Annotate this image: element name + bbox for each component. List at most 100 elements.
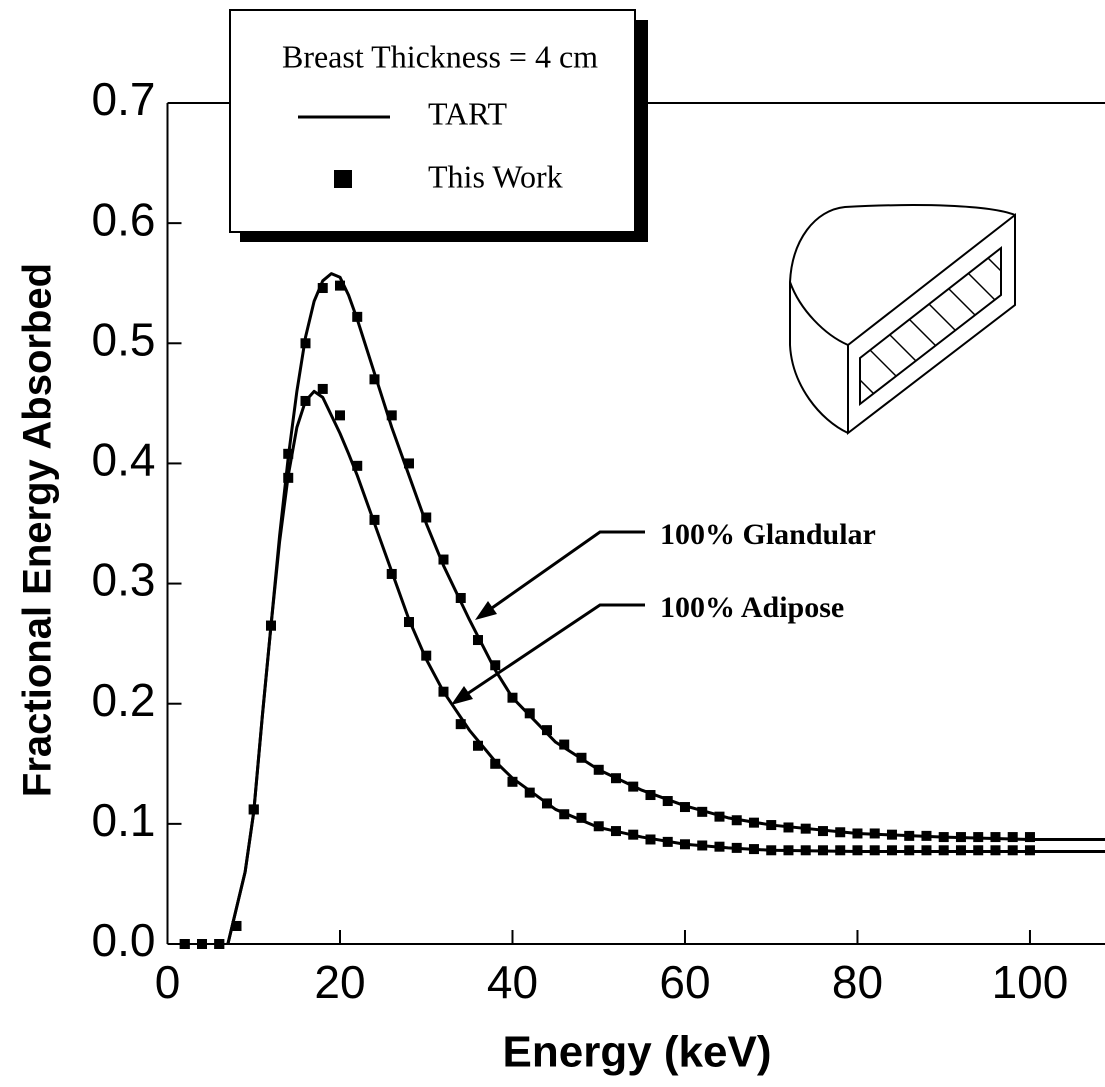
data-point (628, 829, 639, 840)
data-point (904, 830, 915, 841)
data-point (835, 827, 846, 838)
data-point (731, 842, 742, 853)
annotation: 100% Adipose (660, 591, 844, 624)
data-point (610, 826, 621, 837)
data-point (835, 845, 846, 856)
data-point (507, 776, 518, 787)
data-point (386, 410, 397, 421)
legend-label: TART (428, 95, 508, 131)
data-point (369, 374, 380, 385)
data-point (852, 828, 863, 839)
arrow-head (451, 686, 473, 705)
data-point (990, 832, 1001, 843)
legend-title: Breast Thickness = 4 cm (282, 38, 598, 74)
data-point (179, 939, 190, 949)
y-tick-label: 0.1 (92, 794, 156, 846)
data-point (559, 809, 570, 820)
data-point (748, 817, 759, 828)
data-point (559, 739, 570, 750)
data-point (334, 410, 345, 421)
data-point (1007, 832, 1018, 843)
data-point (438, 686, 449, 697)
x-tick-label: 20 (314, 956, 365, 1008)
y-axis-label: Fractional Energy Absorbed (16, 263, 60, 797)
data-point (300, 395, 311, 406)
data-point (938, 832, 949, 843)
data-point (214, 939, 225, 949)
data-point (886, 829, 897, 840)
data-point (766, 845, 777, 856)
data-point (921, 830, 932, 841)
data-point (852, 845, 863, 856)
data-point (817, 845, 828, 856)
data-point (697, 840, 708, 851)
data-point (955, 832, 966, 843)
y-tick-label: 0.6 (92, 193, 156, 245)
data-point (317, 383, 328, 394)
data-point (662, 796, 673, 807)
x-tick-label: 100 (992, 956, 1069, 1008)
data-point (403, 617, 414, 628)
data-point (1007, 845, 1018, 856)
data-point (783, 822, 794, 833)
data-point (714, 811, 725, 822)
legend: Breast Thickness = 4 cm TART This Work (229, 9, 648, 242)
data-point (300, 338, 311, 349)
curve-line (226, 389, 1105, 945)
data-point (610, 773, 621, 784)
data-point (800, 845, 811, 856)
data-point (352, 460, 363, 471)
y-tick-label: 0.2 (92, 674, 156, 726)
data-point (593, 821, 604, 832)
data-point (731, 815, 742, 826)
data-point (679, 802, 690, 813)
data-point (490, 758, 501, 769)
data-point (352, 311, 363, 322)
data-point (196, 939, 207, 949)
data-point (403, 458, 414, 469)
data-point (766, 820, 777, 831)
data-point (421, 512, 432, 523)
data-point (283, 472, 294, 483)
data-point (1024, 832, 1035, 843)
annotation-arrows (457, 530, 645, 702)
data-point (248, 804, 259, 815)
y-tick-label: 0.7 (92, 73, 156, 125)
data-point (438, 554, 449, 565)
data-point (455, 719, 466, 730)
data-point (386, 568, 397, 579)
data-point (645, 834, 656, 845)
data-point (748, 844, 759, 855)
data-point (334, 280, 345, 291)
data-point (576, 752, 587, 763)
data-point (421, 650, 432, 661)
data-point (714, 841, 725, 852)
x-tick-label: 0 (155, 956, 181, 1008)
data-point (472, 740, 483, 751)
data-point (231, 920, 242, 931)
x-tick-label: 60 (659, 956, 710, 1008)
data-point (697, 806, 708, 817)
x-tick-label: 40 (487, 956, 538, 1008)
data-point (990, 845, 1001, 856)
data-point (973, 845, 984, 856)
legend-square-swatch (334, 170, 352, 188)
data-point (973, 832, 984, 843)
data-point (317, 283, 328, 294)
data-point (628, 781, 639, 792)
data-point (869, 828, 880, 839)
y-tick-label: 0.3 (92, 554, 156, 606)
data-point (455, 592, 466, 603)
data-point (1024, 845, 1035, 856)
data-point (645, 790, 656, 801)
data-point (541, 725, 552, 736)
annotation: 100% Glandular (660, 518, 876, 551)
data-point (265, 620, 276, 631)
legend-label: This Work (428, 158, 563, 194)
x-tick-label: 80 (832, 956, 883, 1008)
data-point (593, 764, 604, 775)
data-point (507, 692, 518, 703)
data-point (679, 839, 690, 850)
